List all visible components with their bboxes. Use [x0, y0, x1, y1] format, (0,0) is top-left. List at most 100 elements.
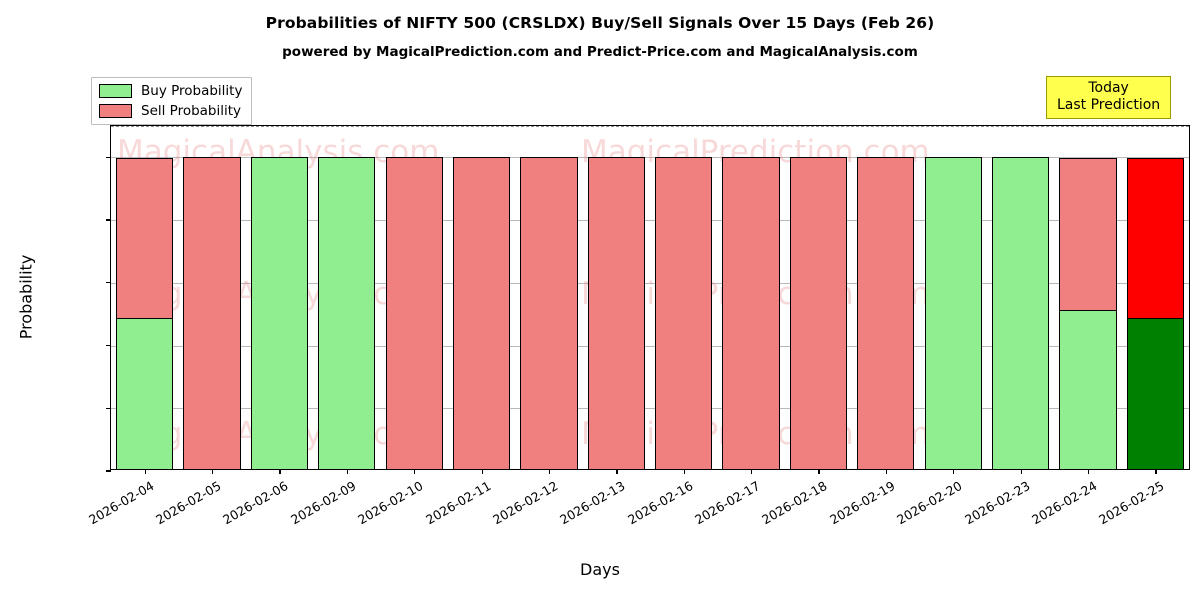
today-annotation-line1: Today — [1088, 80, 1129, 96]
stacked-bar[interactable] — [655, 126, 713, 471]
bar-slot[interactable] — [583, 126, 650, 471]
y-tick-mark — [106, 282, 111, 284]
bar-segment-sell[interactable] — [520, 156, 578, 471]
x-tick-label: 2026-02-09 — [287, 478, 359, 528]
y-tick-mark — [106, 219, 111, 221]
bar-segment-buy[interactable] — [991, 156, 1050, 471]
x-tick-mark — [751, 469, 753, 474]
y-tick-label: 60 — [0, 275, 1, 291]
chart-title: Probabilities of NIFTY 500 (CRSLDX) Buy/… — [265, 14, 935, 32]
bar-segment-sell[interactable] — [587, 156, 645, 471]
bar-slot[interactable] — [920, 126, 987, 471]
stacked-bar[interactable] — [116, 126, 174, 471]
today-annotation-line2: Last Prediction — [1057, 96, 1161, 113]
x-tick-label: 2026-02-06 — [220, 478, 291, 528]
x-tick-mark — [548, 469, 551, 474]
legend-label-buy: Buy Probability — [141, 83, 243, 99]
bar-segment-buy[interactable] — [318, 156, 376, 471]
x-tick-label: 2026-02-18 — [759, 478, 830, 528]
x-tick-label: 2026-02-11 — [422, 478, 494, 528]
y-tick-mark — [106, 470, 111, 472]
y-tick-label: 40 — [0, 338, 1, 354]
bar-slot[interactable] — [1054, 126, 1121, 471]
x-tick-mark — [616, 469, 618, 474]
gridline — [111, 282, 1189, 284]
stacked-bar[interactable] — [857, 126, 915, 471]
threshold-dashed-line — [111, 126, 1189, 127]
x-tick-label: 2026-02-12 — [490, 478, 561, 528]
x-tick-mark — [279, 469, 281, 474]
gridline — [111, 220, 1189, 222]
y-tick-mark — [106, 344, 111, 347]
y-tick-mark — [106, 407, 111, 409]
x-tick-label: 2026-02-20 — [894, 478, 965, 528]
stacked-bar[interactable] — [520, 126, 578, 471]
bar-slot[interactable] — [246, 126, 313, 471]
bar-segment-sell[interactable] — [789, 156, 848, 471]
bar-slot[interactable] — [1122, 126, 1189, 471]
today-annotation: Today Last Prediction — [1046, 76, 1172, 119]
bar-segment-sell[interactable] — [452, 156, 511, 471]
x-tick-mark — [346, 469, 348, 474]
bar-slot[interactable] — [313, 126, 380, 471]
bar-segment-buy[interactable] — [116, 318, 174, 471]
x-axis-label: Days — [580, 560, 620, 579]
x-tick-label: 2026-02-25 — [1096, 478, 1167, 528]
x-tick-mark — [212, 469, 214, 474]
bar-slot[interactable] — [178, 126, 245, 471]
x-tick-label: 2026-02-24 — [1029, 478, 1100, 528]
bar-segment-sell[interactable] — [1126, 157, 1184, 320]
x-tick-mark — [818, 469, 820, 474]
stacked-bar[interactable] — [924, 126, 982, 471]
stacked-bar[interactable] — [452, 126, 511, 471]
bar-segment-sell[interactable] — [722, 156, 780, 471]
x-tick-mark — [683, 469, 685, 474]
bar-slot[interactable] — [515, 126, 582, 471]
bar-slot[interactable] — [448, 126, 515, 471]
stacked-bar[interactable] — [789, 126, 848, 471]
stacked-bar[interactable] — [318, 126, 376, 471]
bar-segment-buy[interactable] — [1126, 318, 1184, 471]
x-tick-mark — [144, 469, 146, 474]
chart-subtitle: powered by MagicalPrediction.com and Pre… — [282, 44, 918, 60]
bar-segment-buy[interactable] — [924, 156, 982, 471]
bar-slot[interactable] — [381, 126, 448, 471]
bar-slot[interactable] — [785, 126, 852, 471]
x-tick-label: 2026-02-17 — [692, 478, 763, 528]
stacked-bar[interactable] — [1059, 126, 1117, 471]
y-tick-label: 80 — [0, 212, 1, 228]
stacked-bar[interactable] — [385, 126, 443, 471]
legend-swatch-sell-icon — [99, 104, 132, 118]
bar-segment-sell[interactable] — [655, 156, 713, 471]
stacked-bar[interactable] — [183, 126, 241, 471]
bar-segment-sell[interactable] — [1059, 157, 1117, 312]
x-tick-mark — [885, 469, 887, 474]
bar-segment-buy[interactable] — [1059, 310, 1117, 471]
bar-segment-sell[interactable] — [385, 156, 443, 471]
bar-slot[interactable] — [987, 126, 1054, 471]
bar-slot[interactable] — [717, 126, 784, 471]
stacked-bar[interactable] — [1126, 126, 1184, 471]
x-tick-label: 2026-02-05 — [153, 478, 224, 528]
y-tick-mark — [106, 156, 111, 158]
plot-area: MagicalAnalysis.com MagicalPrediction.com… — [0, 125, 1190, 527]
stacked-bar[interactable] — [250, 126, 309, 471]
bar-segment-buy[interactable] — [250, 156, 309, 471]
bar-slot[interactable] — [650, 126, 717, 471]
x-tick-mark — [1087, 469, 1090, 474]
stacked-bar[interactable] — [722, 126, 780, 471]
x-tick-label: 2026-02-23 — [961, 478, 1033, 528]
bar-segment-sell[interactable] — [183, 156, 241, 471]
legend-swatch-buy-icon — [99, 84, 132, 98]
bar-segment-sell[interactable] — [116, 157, 174, 320]
x-tick-label: 2026-02-10 — [355, 478, 426, 528]
stacked-bar[interactable] — [587, 126, 645, 471]
stacked-bar[interactable] — [991, 126, 1050, 471]
bar-slot[interactable] — [852, 126, 919, 471]
x-tick-mark — [414, 469, 416, 474]
bar-segment-sell[interactable] — [857, 156, 915, 471]
legend-label-sell: Sell Probability — [141, 103, 242, 119]
x-tick-mark — [1020, 469, 1022, 474]
bar-slot[interactable] — [111, 126, 178, 471]
